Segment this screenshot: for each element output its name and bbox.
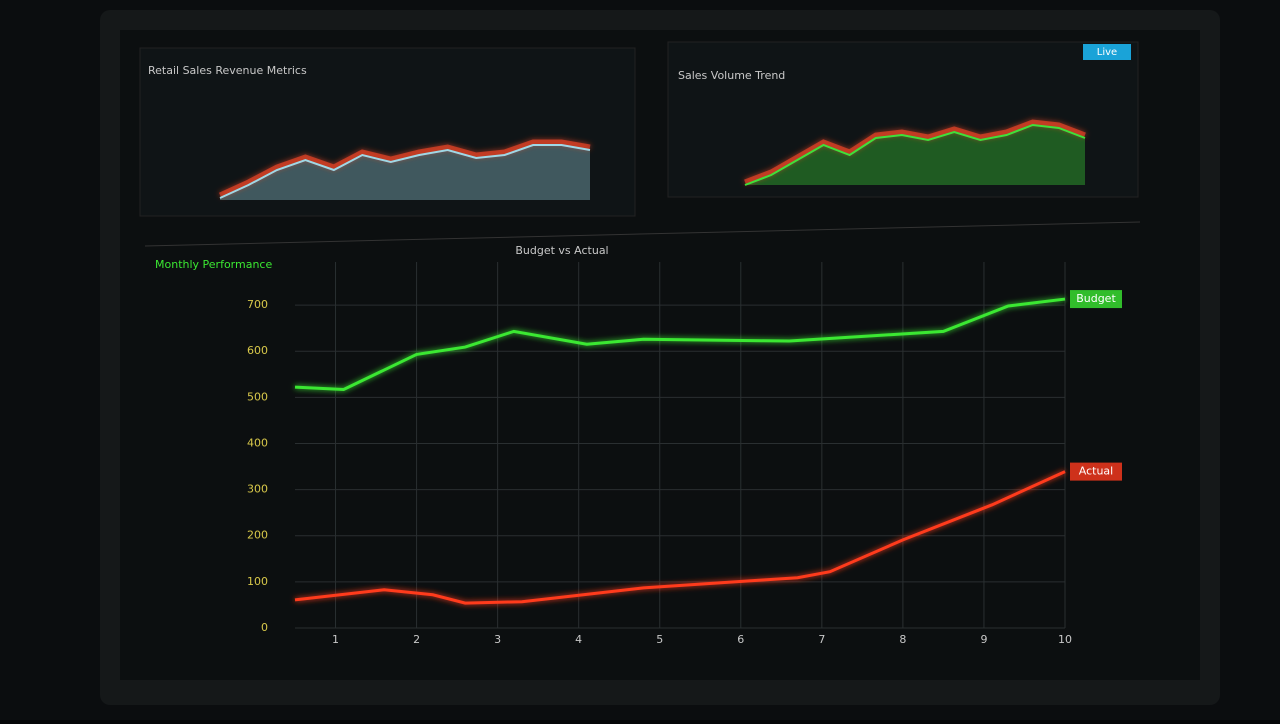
legend-label: Budget [1076, 292, 1116, 305]
y-tick-label: 400 [247, 436, 268, 449]
x-tick-label: 3 [494, 633, 501, 646]
x-tick-label: 5 [656, 633, 663, 646]
x-tick-label: 1 [332, 633, 339, 646]
glow-line [218, 139, 591, 198]
badge-text: Live [1097, 47, 1117, 58]
y-tick-label: 500 [247, 390, 268, 403]
y-tick-label: 700 [247, 298, 268, 311]
series-line [294, 470, 1066, 605]
y-tick-label: 600 [247, 344, 268, 357]
chart-subtitle: Monthly Performance [155, 258, 272, 271]
x-tick-label: 2 [413, 633, 420, 646]
x-tick-label: 9 [980, 633, 987, 646]
glow-line [744, 119, 1086, 185]
panel [667, 41, 1139, 198]
y-tick-label: 300 [247, 483, 268, 496]
x-tick-label: 4 [575, 633, 582, 646]
line [219, 144, 591, 199]
area [220, 145, 590, 200]
y-tick-label: 100 [247, 575, 268, 588]
y-tick-label: 0 [261, 621, 268, 634]
line [744, 123, 1086, 186]
legend-label: Actual [1079, 465, 1113, 478]
panel-title: Sales Volume Trend [678, 69, 785, 82]
chart-title: Budget vs Actual [515, 244, 608, 257]
panel [139, 47, 636, 217]
legend-badge [1070, 462, 1122, 481]
x-tick-label: 10 [1058, 633, 1072, 646]
legend-badge [1070, 290, 1122, 309]
series-line [294, 297, 1066, 392]
y-tick-label: 200 [247, 529, 268, 542]
x-tick-label: 7 [818, 633, 825, 646]
area [745, 125, 1085, 185]
divider [144, 221, 1141, 247]
panel-title: Retail Sales Revenue Metrics [148, 64, 307, 77]
badge [1083, 44, 1131, 60]
x-tick-label: 8 [899, 633, 906, 646]
x-tick-label: 6 [737, 633, 744, 646]
